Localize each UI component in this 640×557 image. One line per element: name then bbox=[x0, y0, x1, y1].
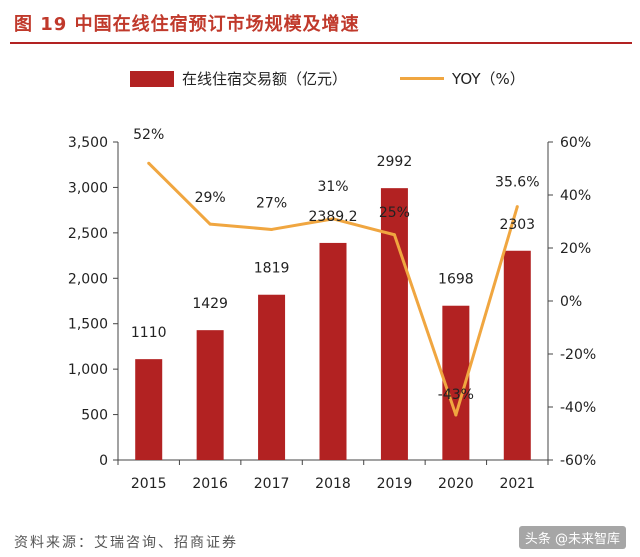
yoy-point bbox=[147, 161, 151, 165]
yoy-point bbox=[331, 217, 335, 221]
right-y-tick-label: 20% bbox=[560, 241, 591, 257]
bar-data-label: 1429 bbox=[192, 296, 228, 312]
yoy-point bbox=[392, 233, 396, 237]
left-y-tick-label: 0 bbox=[99, 453, 108, 469]
right-y-tick-label: -20% bbox=[560, 347, 596, 363]
yoy-data-label: 25% bbox=[379, 205, 410, 221]
bar-data-label: 2992 bbox=[377, 154, 413, 170]
yoy-data-label: 35.6% bbox=[495, 175, 539, 191]
bar-data-label: 1110 bbox=[131, 325, 167, 341]
left-y-tick-label: 500 bbox=[81, 408, 108, 424]
watermark: 头条 @未来智库 bbox=[518, 526, 626, 549]
x-tick-label: 2021 bbox=[499, 476, 535, 492]
left-y-tick-label: 1,500 bbox=[68, 317, 108, 333]
bar bbox=[319, 242, 347, 460]
bar bbox=[380, 188, 408, 460]
yoy-point bbox=[270, 227, 274, 231]
x-tick-label: 2015 bbox=[131, 476, 167, 492]
chart-title: 图 19 中国在线住宿预订市场规模及增速 bbox=[14, 14, 360, 35]
bar bbox=[135, 359, 163, 460]
legend-bar-label: 在线住宿交易额（亿元） bbox=[182, 70, 348, 88]
bar bbox=[196, 330, 224, 460]
source-note: 资料来源：艾瑞咨询、招商证券 bbox=[14, 535, 238, 551]
x-tick-label: 2019 bbox=[377, 476, 413, 492]
left-y-tick-label: 3,000 bbox=[68, 180, 108, 196]
legend: 在线住宿交易额（亿元） YOY（%） bbox=[0, 68, 640, 96]
yoy-data-label: 27% bbox=[256, 195, 287, 211]
yoy-point bbox=[208, 222, 212, 226]
legend-item-line: YOY（%） bbox=[400, 68, 525, 89]
yoy-data-label: -43% bbox=[438, 387, 474, 403]
left-y-tick-label: 2,000 bbox=[68, 271, 108, 287]
yoy-point bbox=[454, 413, 458, 417]
yoy-data-label: 29% bbox=[195, 190, 226, 206]
legend-line-label: YOY（%） bbox=[452, 70, 525, 88]
bar-data-label: 2303 bbox=[499, 217, 535, 233]
left-y-tick-label: 1,000 bbox=[68, 362, 108, 378]
x-tick-label: 2017 bbox=[254, 476, 290, 492]
right-y-tick-label: 40% bbox=[560, 188, 591, 204]
right-y-tick-label: 60% bbox=[560, 135, 591, 151]
yoy-data-label: 52% bbox=[133, 127, 164, 143]
x-tick-label: 2020 bbox=[438, 476, 474, 492]
bar bbox=[503, 250, 531, 460]
legend-line-swatch bbox=[400, 77, 444, 80]
bar-data-label: 1819 bbox=[254, 261, 290, 277]
bar-data-label: 1698 bbox=[438, 272, 474, 288]
yoy-point bbox=[515, 205, 519, 209]
right-y-tick-label: -60% bbox=[560, 453, 596, 469]
bar bbox=[258, 294, 286, 460]
x-tick-label: 2018 bbox=[315, 476, 351, 492]
right-y-tick-label: -40% bbox=[560, 400, 596, 416]
bar-data-label: 2389.2 bbox=[309, 209, 358, 225]
x-tick-label: 2016 bbox=[192, 476, 228, 492]
title-divider bbox=[10, 42, 632, 44]
left-y-tick-label: 2,500 bbox=[68, 226, 108, 242]
legend-bar-swatch bbox=[130, 70, 174, 87]
left-y-tick-label: 3,500 bbox=[68, 135, 108, 151]
yoy-data-label: 31% bbox=[317, 179, 348, 195]
legend-item-bar: 在线住宿交易额（亿元） bbox=[130, 68, 347, 89]
right-y-tick-label: 0% bbox=[560, 294, 582, 310]
